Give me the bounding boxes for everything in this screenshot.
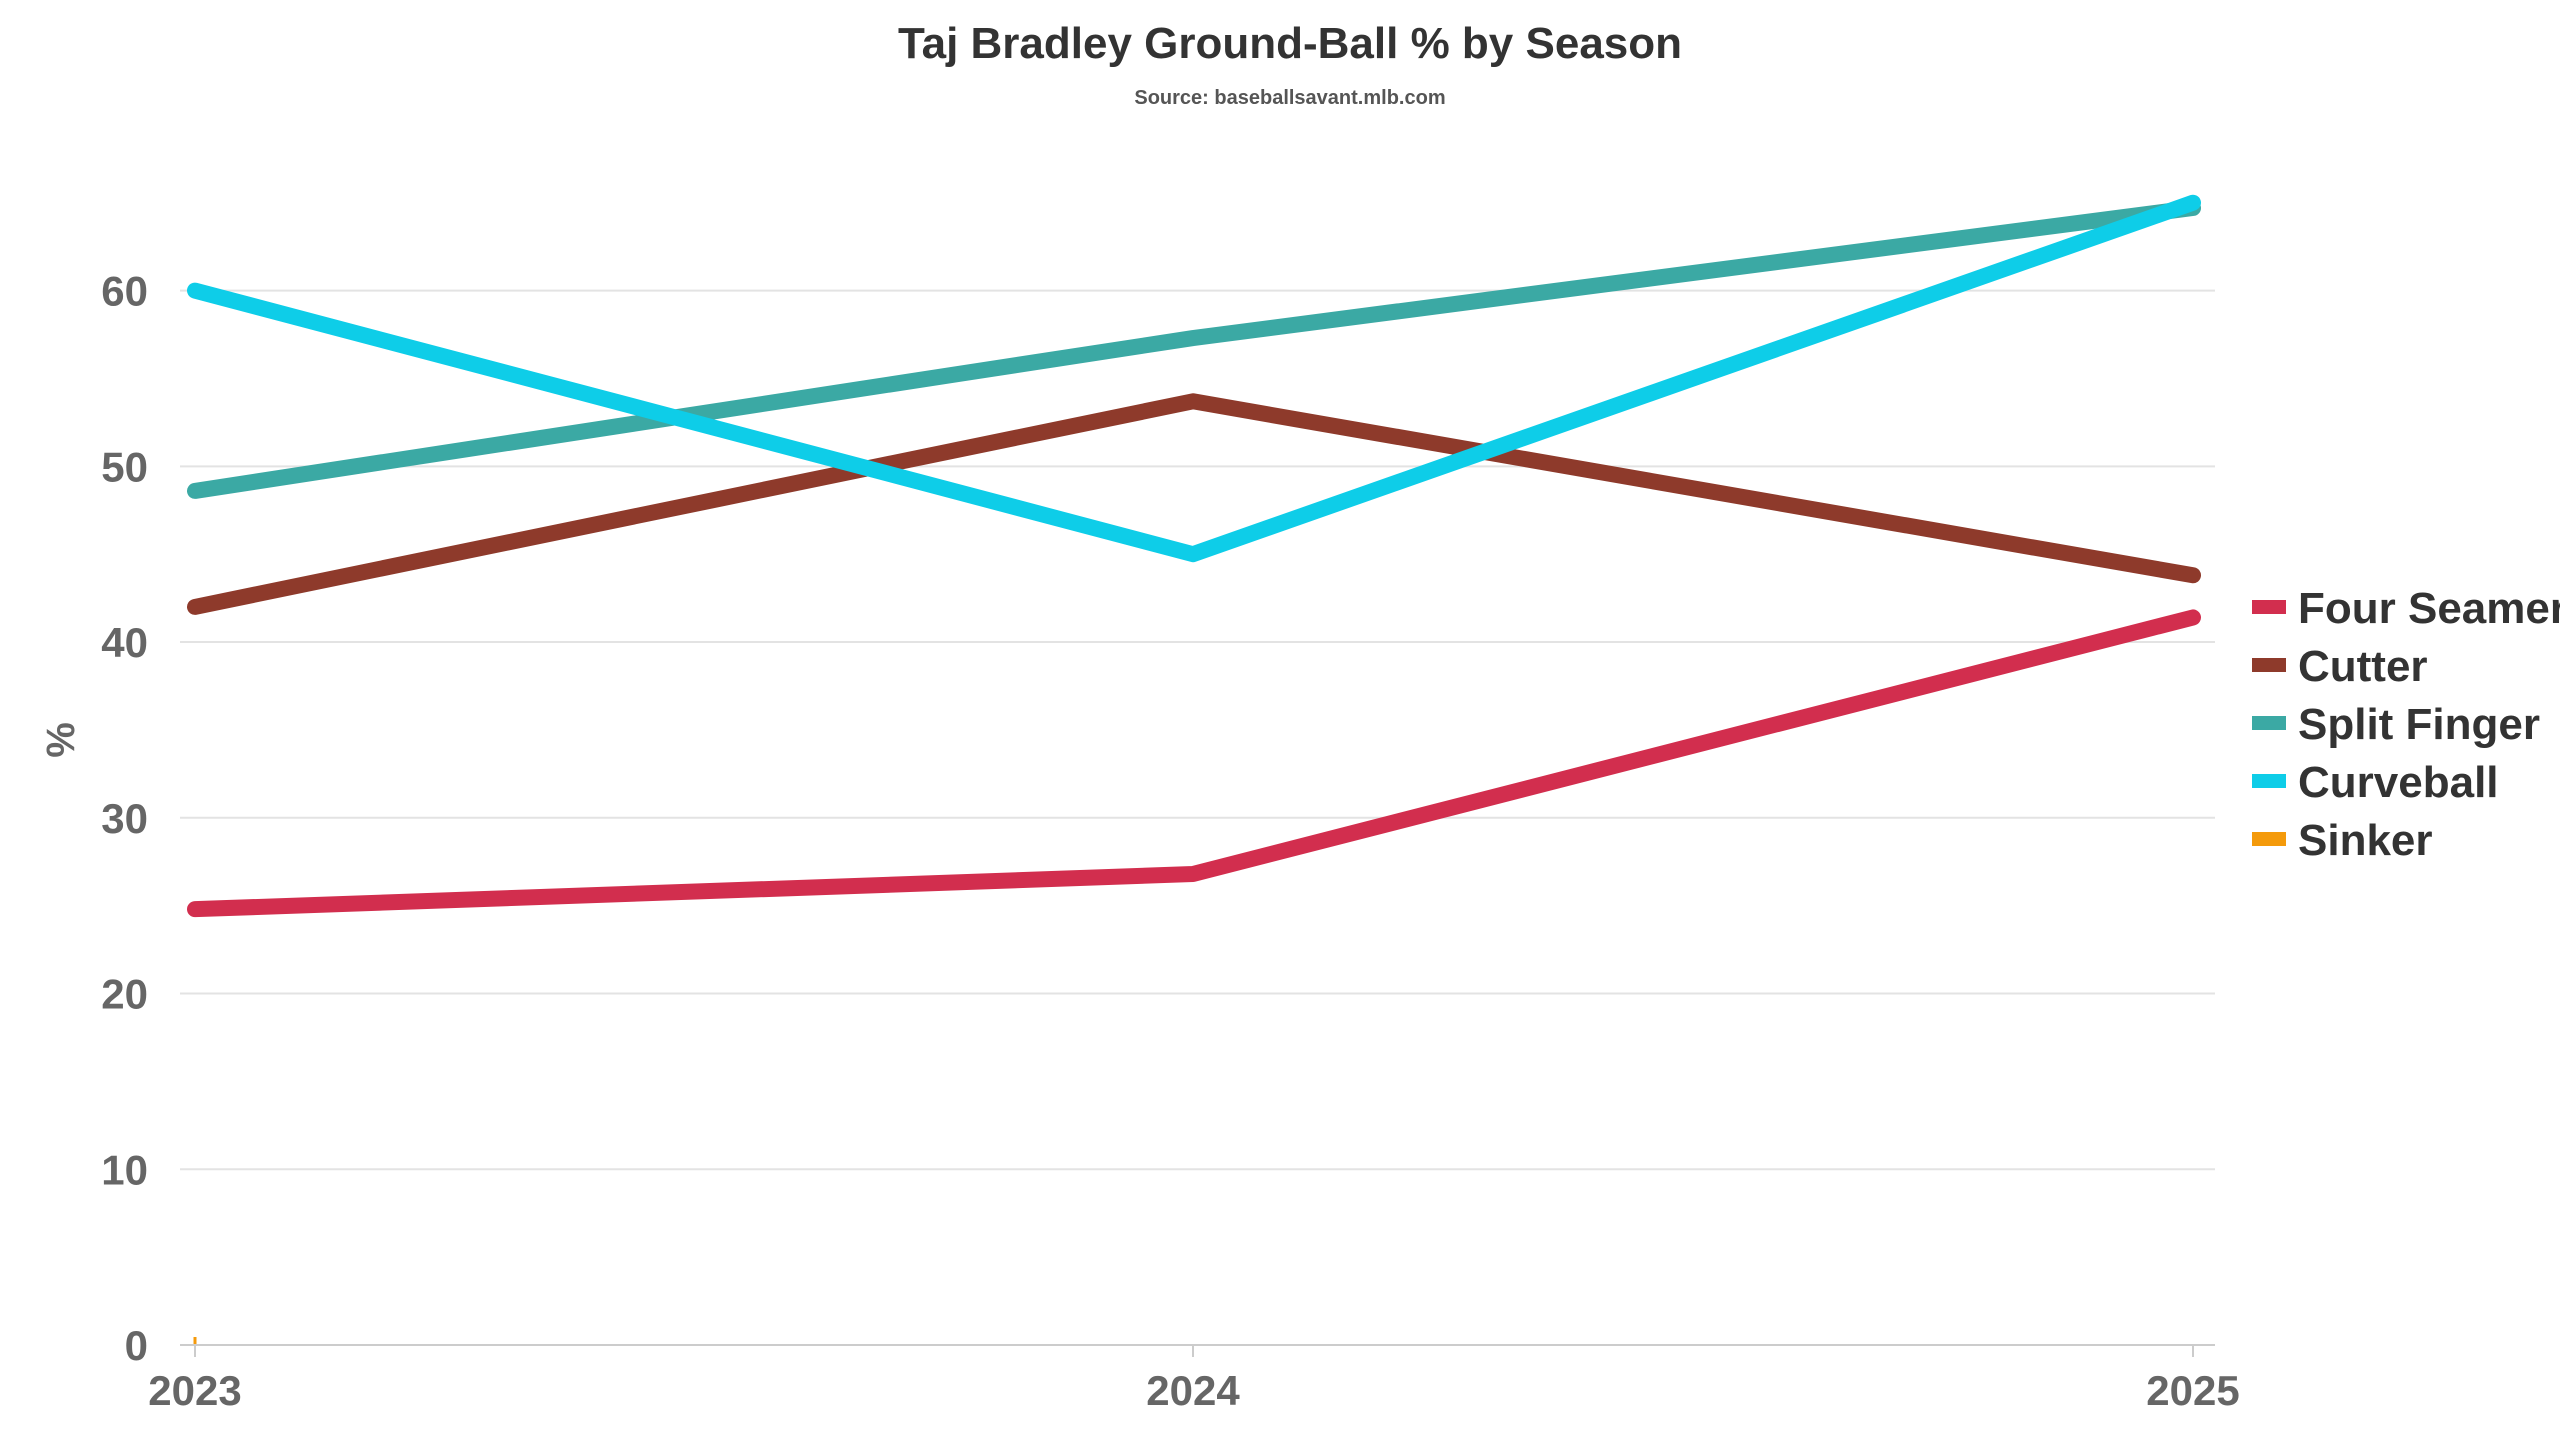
axes: 0 10 20 30 40 50 60 2023 2024 2025 xyxy=(101,268,2239,1414)
legend-label-sinker: Sinker xyxy=(2298,816,2433,865)
y-tick-label-60: 60 xyxy=(101,268,148,315)
legend-swatch-cutter xyxy=(2252,658,2286,672)
y-axis-title: % xyxy=(39,722,83,758)
series-line-split-finger xyxy=(187,199,2201,499)
y-tick-label-50: 50 xyxy=(101,443,148,490)
legend-label-curveball: Curveball xyxy=(2298,758,2499,807)
x-tick-label-2024: 2024 xyxy=(1146,1367,1240,1414)
series-lines xyxy=(187,194,2201,1345)
y-tick-label-30: 30 xyxy=(101,795,148,842)
legend-swatch-split-finger xyxy=(2252,716,2286,730)
legend-label-split-finger: Split Finger xyxy=(2298,700,2540,749)
series-line-curveball xyxy=(187,194,2201,563)
y-tick-label-0: 0 xyxy=(125,1322,148,1369)
legend-label-cutter: Cutter xyxy=(2298,642,2428,691)
x-tick-label-2023: 2023 xyxy=(148,1367,241,1414)
legend-swatch-four-seamer xyxy=(2252,600,2286,614)
series-line-cutter xyxy=(187,393,2201,615)
legend: Four Seamer Cutter Split Finger Curveball Si… xyxy=(2252,584,2560,865)
series-line-four-seamer xyxy=(187,609,2201,918)
legend-swatch-curveball xyxy=(2252,774,2286,788)
y-tick-label-40: 40 xyxy=(101,619,148,666)
chart-subtitle: Source: baseballsavant.mlb.com xyxy=(1134,87,1445,109)
y-tick-label-20: 20 xyxy=(101,971,148,1018)
y-tick-label-10: 10 xyxy=(101,1146,148,1193)
legend-label-four-seamer: Four Seamer xyxy=(2298,584,2560,633)
grid-lines xyxy=(180,289,2215,1171)
legend-swatch-sinker xyxy=(2252,832,2286,846)
x-tick-label-2025: 2025 xyxy=(2146,1367,2239,1414)
chart-title: Taj Bradley Ground-Ball % by Season xyxy=(898,19,1682,68)
